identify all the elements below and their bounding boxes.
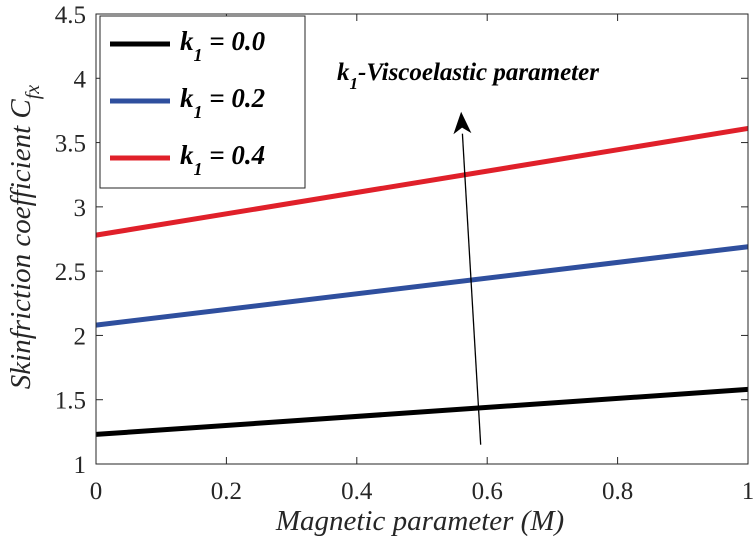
- x-tick-label: 0.2: [211, 478, 242, 505]
- y-tick-label: 2: [74, 323, 87, 350]
- y-tick-label: 1.5: [55, 388, 86, 415]
- y-tick-label: 2.5: [55, 259, 86, 286]
- legend-label-1: k1 = 0.2: [180, 83, 265, 122]
- y-tick-label: 4.5: [55, 2, 86, 29]
- series-line-0: [95, 386, 749, 437]
- y-tick-label: 3.5: [55, 131, 86, 158]
- annotation-label: k1-Viscoelastic parameter: [337, 59, 599, 93]
- legend-label-2: k1 = 0.4: [180, 140, 265, 179]
- plot-frame: [95, 13, 749, 465]
- series-line-2: [95, 125, 749, 238]
- x-tick-label: 0.6: [472, 478, 503, 505]
- x-axis-title: Magnetic parameter (M): [275, 505, 564, 537]
- plot-lines: [95, 125, 749, 437]
- annotation-arrow: [461, 133, 482, 445]
- annotation: k1-Viscoelastic parameter: [337, 59, 599, 445]
- annotation-arrow-head: [453, 111, 472, 135]
- y-tick-label: 3: [74, 195, 87, 222]
- series-line-1: [95, 244, 749, 328]
- x-tick-label: 0: [90, 478, 103, 505]
- legend: k1 = 0.0 k1 = 0.2 k1 = 0.4: [99, 15, 306, 189]
- x-tick-label: 0.4: [341, 478, 373, 505]
- axis-ticks: 0 0.2 0.4 0.6 0.8 1 1 1.5 2 2.5 3 3.5 4 4.5: [55, 2, 755, 505]
- legend-label-0: k1 = 0.0: [180, 26, 266, 65]
- y-tick-label: 1: [74, 452, 87, 479]
- x-tick-label: 1: [742, 478, 755, 505]
- x-tick-label: 0.8: [602, 478, 633, 505]
- y-tick-label: 4: [74, 66, 87, 93]
- y-axis-title: Skinfriction coefficient Cfx: [5, 85, 44, 389]
